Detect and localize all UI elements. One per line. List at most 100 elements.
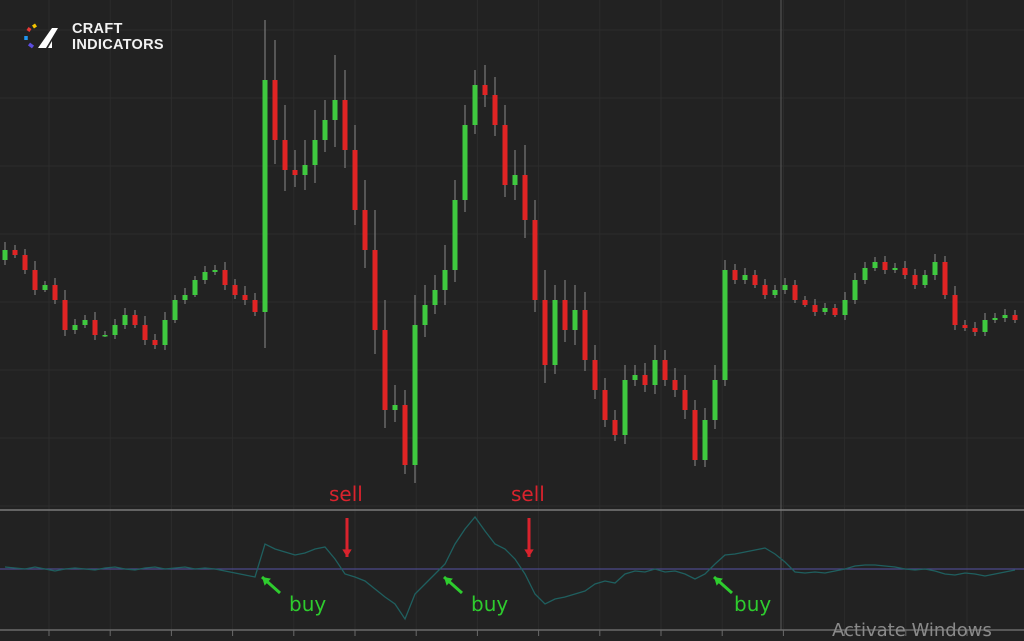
candle-down: [402, 405, 408, 465]
candle-up: [202, 272, 208, 280]
buy-label-3: buy: [734, 592, 772, 616]
buy-arrow-icon-head: [444, 577, 453, 586]
candle-up: [322, 120, 328, 140]
candle-down: [962, 325, 968, 328]
buy-arrow-icon: [713, 575, 733, 595]
candle-down: [342, 100, 348, 150]
candle-up: [712, 380, 718, 420]
activate-windows-watermark: Activate Windows: [832, 620, 992, 641]
candle-up: [872, 262, 878, 268]
candle-down: [492, 95, 498, 125]
candle-up: [652, 360, 658, 385]
buy-arrow-icon-head: [714, 577, 723, 586]
candle-down: [542, 300, 548, 365]
candle-up: [112, 325, 118, 335]
candle-up: [452, 200, 458, 270]
candle-up: [172, 300, 178, 320]
candle-down: [62, 300, 68, 330]
brand-logo: CRAFT INDICATORS: [24, 21, 164, 53]
candle-up: [852, 280, 858, 300]
candle-up: [212, 270, 218, 272]
candle-up: [1002, 315, 1008, 318]
candle-up: [192, 280, 198, 295]
candle-up: [892, 268, 898, 270]
oscillator-line: [4, 515, 1016, 621]
candle-down: [52, 285, 58, 300]
sell-label-2: sell: [511, 482, 545, 506]
candles: [2, 20, 1018, 483]
candle-down: [902, 268, 908, 275]
candle-up: [572, 310, 578, 330]
candle-up: [422, 305, 428, 325]
candle-down: [582, 310, 588, 360]
candle-down: [592, 360, 598, 390]
candle-down: [22, 255, 28, 270]
brand-line1: CRAFT: [72, 21, 123, 37]
candle-down: [272, 80, 278, 140]
candle-down: [222, 270, 228, 285]
candle-down: [682, 390, 688, 410]
candle-down: [242, 295, 248, 300]
candle-up: [702, 420, 708, 460]
candle-up: [122, 315, 128, 325]
candle-down: [912, 275, 918, 285]
candle-up: [472, 85, 478, 125]
candle-down: [802, 300, 808, 305]
candle-down: [672, 380, 678, 390]
candle-down: [612, 420, 618, 435]
candle-up: [992, 318, 998, 320]
candle-up: [182, 295, 188, 300]
buy-arrow-icon: [261, 575, 281, 595]
candle-down: [812, 305, 818, 312]
sell-arrow-icon-head: [524, 549, 534, 557]
candle-down: [142, 325, 148, 340]
candle-down: [882, 262, 888, 270]
candle-down: [12, 250, 18, 255]
candle-down: [482, 85, 488, 95]
candle-down: [762, 285, 768, 295]
candle-down: [602, 390, 608, 420]
sell-arrow-icon: [342, 518, 352, 557]
candle-up: [932, 262, 938, 275]
candle-down: [232, 285, 238, 295]
buy-label-2: buy: [471, 592, 509, 616]
candle-down: [792, 285, 798, 300]
candle-up: [412, 325, 418, 465]
candle-up: [722, 270, 728, 380]
candle-up: [302, 165, 308, 175]
candle-up: [102, 335, 108, 337]
candle-down: [282, 140, 288, 170]
candle-up: [632, 375, 638, 380]
candle-down: [692, 410, 698, 460]
candle-down: [352, 150, 358, 210]
candle-up: [982, 320, 988, 332]
candle-down: [752, 275, 758, 285]
candle-down: [382, 330, 388, 410]
candle-up: [72, 325, 78, 330]
buy-label-1: buy: [289, 592, 327, 616]
candle-down: [372, 250, 378, 330]
candle-up: [782, 285, 788, 290]
brand-line2: INDICATORS: [72, 37, 164, 53]
candle-up: [922, 275, 928, 285]
candle-down: [292, 170, 298, 175]
candle-down: [152, 340, 158, 345]
candle-up: [432, 290, 438, 305]
candle-down: [532, 220, 538, 300]
candle-up: [512, 175, 518, 185]
sell-arrow-icon-head: [342, 549, 352, 557]
candle-down: [952, 295, 958, 325]
buy-arrow-icon: [443, 575, 463, 595]
candle-down: [32, 270, 38, 290]
candle-up: [622, 380, 628, 435]
candle-down: [502, 125, 508, 185]
candle-up: [842, 300, 848, 315]
candle-down: [832, 308, 838, 315]
candle-down: [642, 375, 648, 385]
candle-down: [362, 210, 368, 250]
candle-up: [312, 140, 318, 165]
sell-label-1: sell: [329, 482, 363, 506]
candle-up: [262, 80, 268, 312]
candle-up: [772, 290, 778, 295]
